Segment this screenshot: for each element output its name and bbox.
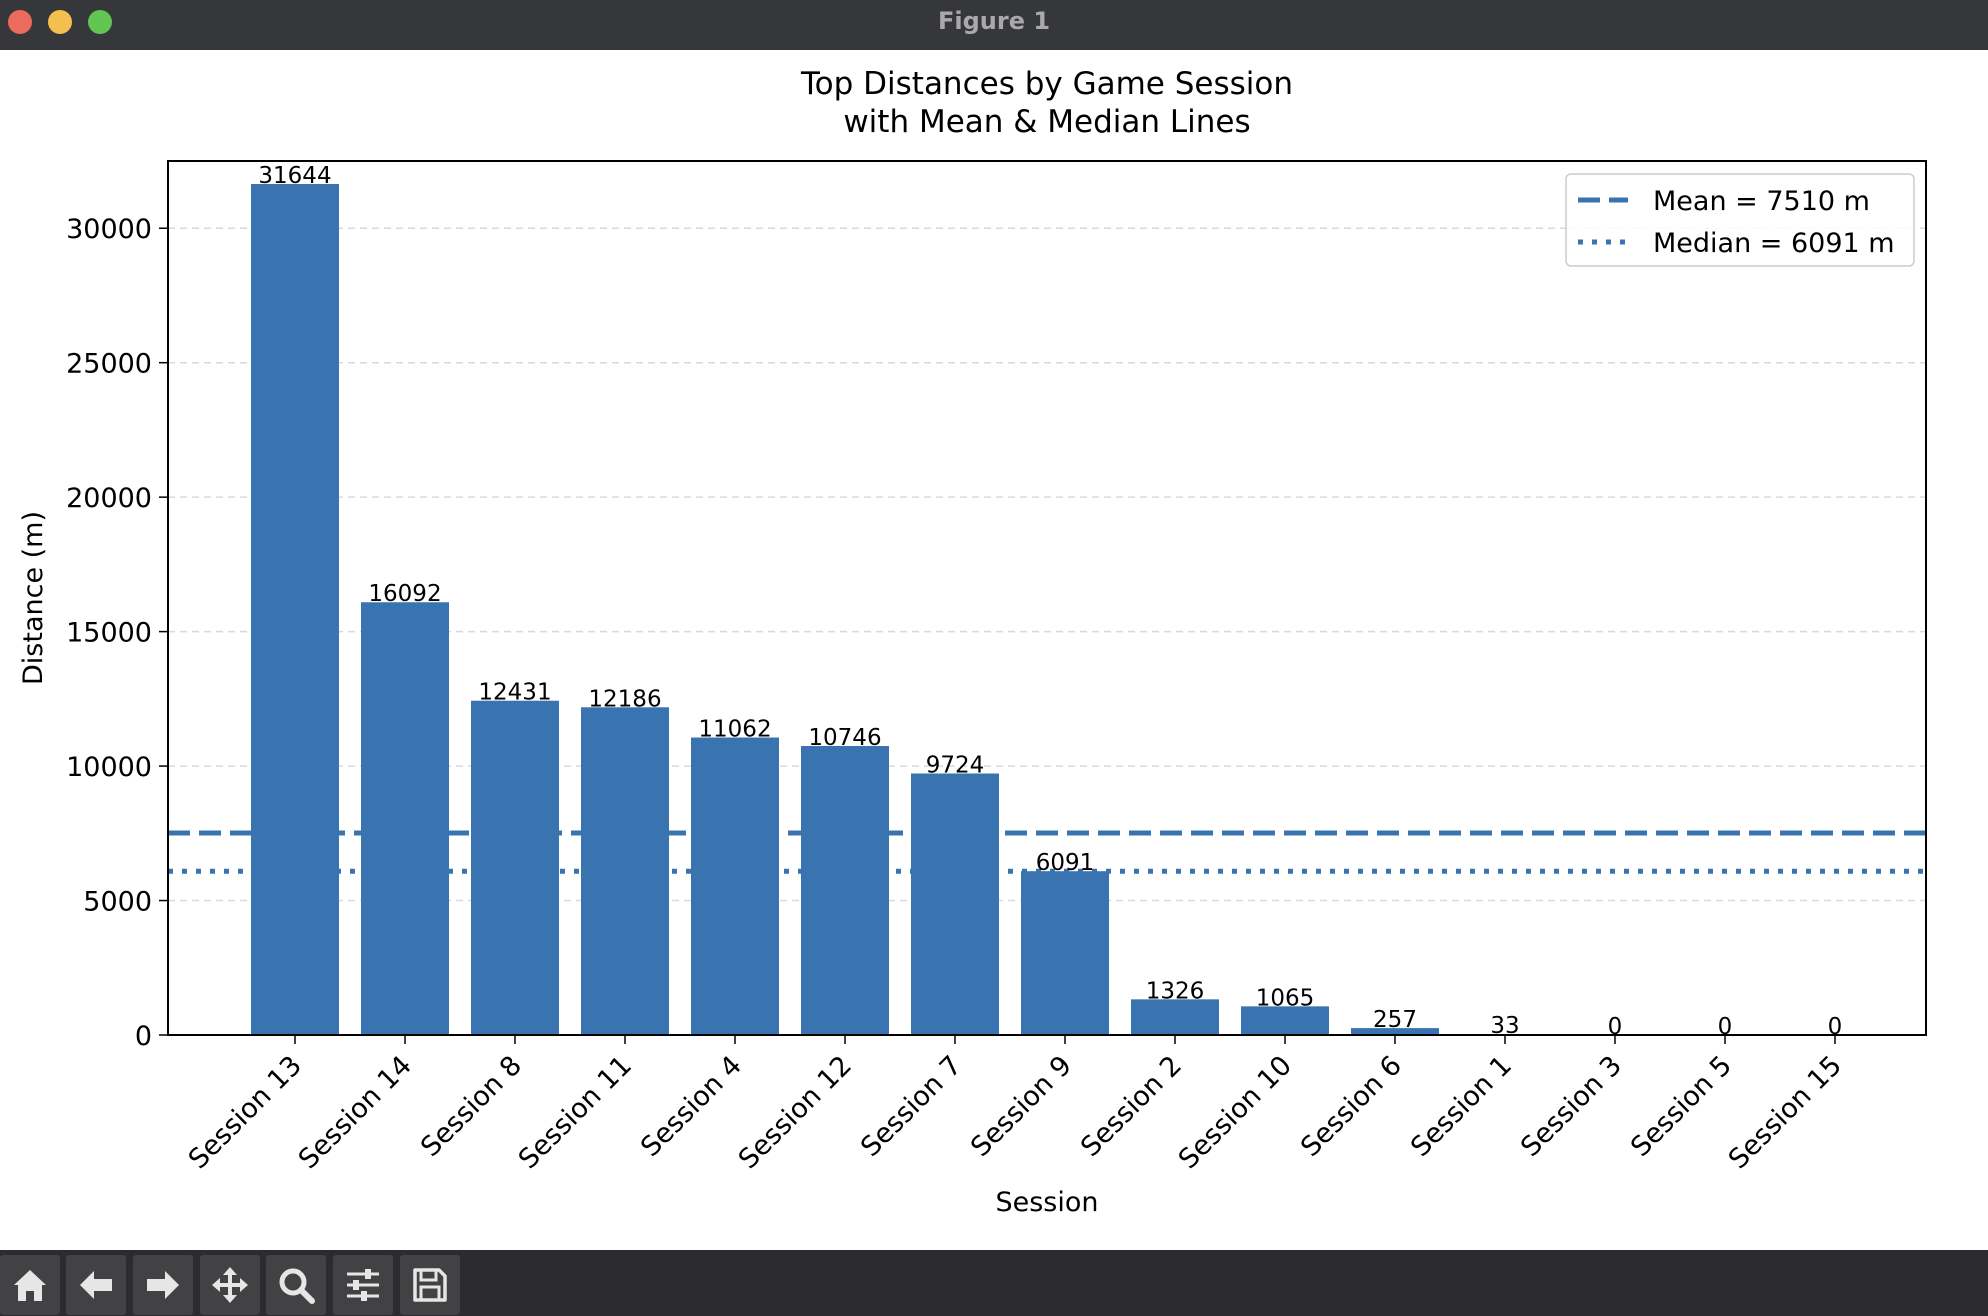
bar-value-label: 0 — [1718, 1014, 1733, 1040]
legend-box — [1565, 173, 1915, 267]
x-tick-label: Session 13 — [183, 1050, 308, 1175]
pan-button[interactable] — [200, 1255, 260, 1315]
sliders-icon — [347, 1269, 379, 1301]
x-tick-label: Session 1 — [1405, 1050, 1518, 1163]
move-icon — [212, 1267, 248, 1303]
x-tick-label: Session 7 — [855, 1050, 968, 1163]
arrow-right-icon — [147, 1271, 179, 1299]
bar-value-label: 1326 — [1146, 978, 1205, 1004]
x-axis-label: Session — [995, 1187, 1098, 1218]
forward-button[interactable] — [133, 1255, 193, 1315]
x-tick-label: Session 2 — [1075, 1050, 1188, 1163]
y-axis-label: Distance (m) — [18, 511, 49, 685]
x-tick-label: Session 8 — [415, 1050, 528, 1163]
save-button[interactable] — [400, 1255, 460, 1315]
home-icon — [14, 1270, 46, 1301]
bar-value-label: 31644 — [258, 163, 331, 189]
bar-value-label: 9724 — [926, 752, 985, 778]
x-tick-label: Session 15 — [1723, 1050, 1848, 1175]
x-tick-label: Session 6 — [1295, 1050, 1408, 1163]
bar-value-label: 1065 — [1256, 985, 1315, 1011]
plot-frame — [167, 160, 1927, 1036]
bar — [471, 700, 559, 1035]
bar — [581, 707, 669, 1035]
navigation-toolbar — [0, 1250, 1988, 1316]
y-tick-label: 20000 — [66, 483, 152, 514]
minimize-window-button[interactable] — [48, 10, 72, 34]
y-tick-label: 25000 — [66, 349, 152, 380]
close-window-button[interactable] — [8, 10, 32, 34]
bar-value-label: 12431 — [478, 680, 551, 706]
back-button[interactable] — [66, 1255, 126, 1315]
bar — [1021, 871, 1109, 1035]
bar — [801, 746, 889, 1035]
bar-value-label: 0 — [1828, 1014, 1843, 1040]
zoom-window-button[interactable] — [88, 10, 112, 34]
window-title: Figure 1 — [937, 7, 1051, 35]
x-tick-label: Session 4 — [635, 1050, 748, 1163]
chart-title-line: with Mean & Median Lines — [843, 104, 1250, 140]
chart-title-line: Top Distances by Game Session — [800, 66, 1293, 102]
y-tick-label: 15000 — [66, 618, 152, 649]
arrow-left-icon — [80, 1271, 112, 1299]
bar — [361, 602, 449, 1035]
x-tick-label: Session 10 — [1173, 1050, 1298, 1175]
configure-subplots-button[interactable] — [333, 1255, 393, 1315]
x-tick-label: Session 14 — [293, 1050, 418, 1175]
legend-entry-label: Median = 6091 m — [1653, 228, 1895, 259]
magnifier-icon — [279, 1268, 315, 1304]
bar-value-label: 11062 — [698, 717, 771, 743]
bar — [1351, 1028, 1439, 1035]
x-tick-label: Session 9 — [965, 1050, 1078, 1163]
figure-canvas: Top Distances by Game Session with Mean &… — [0, 50, 1988, 1250]
y-tick-label: 10000 — [66, 752, 152, 783]
bar-value-label: 257 — [1373, 1007, 1417, 1033]
window-titlebar: Figure 1 — [0, 0, 1988, 51]
bar — [691, 737, 779, 1035]
bar-value-label: 10746 — [808, 725, 881, 751]
bar-value-label: 6091 — [1036, 850, 1095, 876]
bar — [911, 773, 999, 1035]
x-tick-label: Session 3 — [1515, 1050, 1628, 1163]
y-tick-label: 0 — [135, 1021, 152, 1052]
bar-value-label: 12186 — [588, 686, 661, 712]
x-tick-label: Session 11 — [513, 1050, 638, 1175]
y-tick-label: 5000 — [83, 887, 152, 918]
y-tick-label: 30000 — [66, 214, 152, 245]
home-button[interactable] — [0, 1255, 60, 1315]
floppy-disk-icon — [413, 1268, 447, 1302]
bar-value-label: 0 — [1608, 1014, 1623, 1040]
x-tick-label: Session 5 — [1625, 1050, 1738, 1163]
bar — [1241, 1006, 1329, 1035]
bar-value-label: 16092 — [368, 581, 441, 607]
bar — [1131, 999, 1219, 1035]
zoom-button[interactable] — [266, 1255, 326, 1315]
x-tick-label: Session 12 — [733, 1050, 858, 1175]
legend-entry-label: Mean = 7510 m — [1653, 186, 1870, 217]
bar — [251, 184, 339, 1035]
